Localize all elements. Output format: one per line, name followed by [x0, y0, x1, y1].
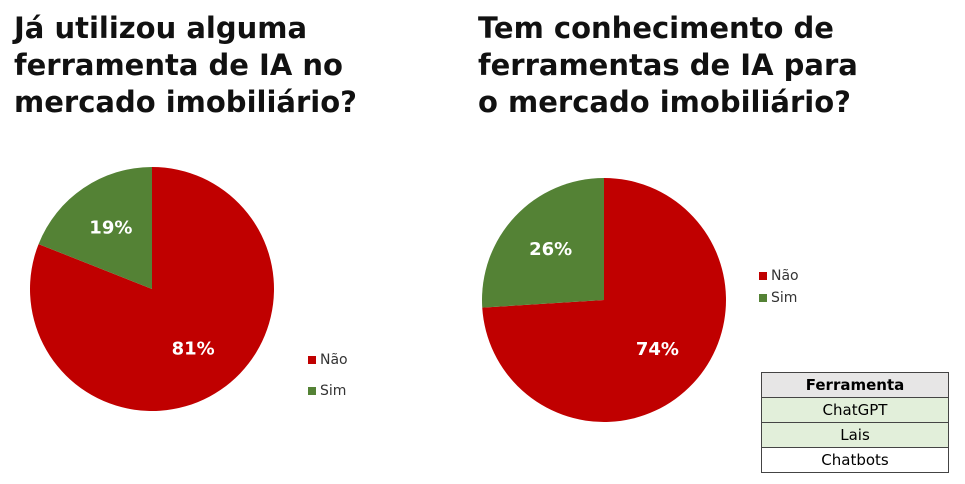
table-cell: ChatGPT — [761, 397, 949, 423]
legend-label: Não — [320, 352, 348, 368]
legend-label: Sim — [320, 383, 346, 399]
pie-slice — [482, 178, 604, 308]
pie-slice — [482, 178, 726, 422]
legend-swatch — [759, 294, 767, 302]
data-label: 26% — [529, 239, 572, 260]
data-label: 81% — [172, 339, 215, 360]
pie-slice — [38, 167, 152, 289]
data-label: 19% — [89, 217, 132, 238]
table-cell: Lais — [761, 422, 949, 448]
chart-title: Tem conhecimento de ferramentas de IA pa… — [478, 11, 858, 119]
legend-label: Não — [771, 268, 799, 284]
chart-title: Já utilizou alguma ferramenta de IA no m… — [14, 11, 357, 119]
legend-label: Sim — [771, 290, 797, 306]
legend-swatch — [308, 387, 316, 395]
table-cell: Chatbots — [761, 447, 949, 473]
data-label: 74% — [636, 339, 679, 360]
legend-swatch — [308, 356, 316, 364]
table-header: Ferramenta — [761, 372, 949, 398]
legend-swatch — [759, 272, 767, 280]
tool-table: Ferramenta ChatGPT Lais Chatbots — [761, 372, 949, 473]
